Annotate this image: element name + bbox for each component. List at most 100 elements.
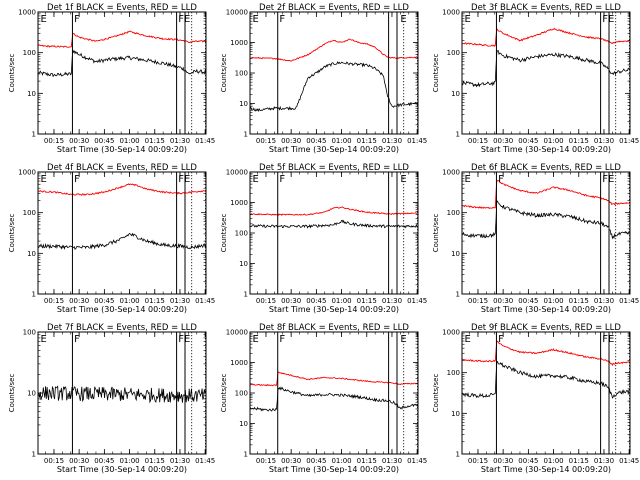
- y-tick-label: 1: [456, 291, 460, 299]
- series-events-line: [462, 50, 630, 88]
- y-tick-label: 1000: [230, 359, 248, 367]
- x-axis-label: Start Time (30-Sep-14 00:09:20): [481, 145, 611, 154]
- x-tick-label: 01:45: [195, 457, 215, 465]
- series-events-line: [38, 232, 206, 251]
- y-tick-label: 10000: [226, 329, 248, 337]
- annotation-label: E: [465, 334, 471, 345]
- y-axis-label: Counts/sec: [432, 374, 440, 413]
- annotation-label: E: [41, 14, 47, 25]
- x-tick-label: 00:45: [94, 137, 114, 145]
- series-lld-line: [462, 179, 630, 210]
- annotation-label: F: [498, 334, 504, 345]
- x-axis-label: Start Time (30-Sep-14 00:09:20): [481, 465, 611, 474]
- annotation-label: F: [279, 334, 285, 345]
- y-tick-label: 10000: [226, 9, 248, 17]
- annotation-label: E: [253, 14, 259, 25]
- annotation-label: E: [400, 14, 406, 25]
- y-axis-label: Counts/sec: [8, 214, 16, 253]
- annotation-label: FE: [178, 334, 190, 345]
- x-tick-label: 01:15: [569, 457, 589, 465]
- annotation-label: E: [253, 334, 259, 345]
- y-tick-label: 1000: [230, 39, 248, 47]
- x-tick-label: 01:45: [619, 137, 639, 145]
- y-tick-label: 10: [239, 420, 248, 428]
- x-axis-label: Start Time (30-Sep-14 00:09:20): [269, 465, 399, 474]
- series-lld-line: [38, 30, 206, 48]
- x-tick-label: 00:45: [306, 137, 326, 145]
- y-tick-label: 1000: [18, 169, 36, 177]
- panel-title: Det 8f BLACK = Events, RED = LLD: [259, 323, 409, 333]
- x-tick-label: 01:00: [331, 297, 351, 305]
- x-tick-label: 00:30: [493, 297, 513, 305]
- series-events-line: [462, 360, 630, 399]
- x-tick-label: 00:30: [69, 297, 89, 305]
- y-axis-label: Counts/sec: [220, 54, 228, 93]
- x-tick-label: 01:45: [407, 297, 427, 305]
- annotation-label: F: [279, 174, 285, 185]
- y-tick-label: 10: [451, 90, 460, 98]
- annotation-label: F: [74, 334, 80, 345]
- x-tick-label: 01:30: [594, 137, 614, 145]
- y-tick-label: 10: [27, 250, 36, 258]
- y-tick-label: 1: [244, 291, 248, 299]
- x-tick-label: 00:15: [256, 457, 276, 465]
- x-tick-label: 01:15: [145, 457, 165, 465]
- series-lld-line: [38, 183, 206, 196]
- plot-frame: [37, 11, 207, 135]
- x-tick-label: 00:45: [94, 297, 114, 305]
- x-tick-label: 00:45: [94, 457, 114, 465]
- annotation-label: FE: [602, 14, 614, 25]
- x-tick-label: 01:30: [170, 137, 190, 145]
- x-tick-label: 01:30: [594, 297, 614, 305]
- annotation-label: FE: [178, 174, 190, 185]
- annotation-label: FE: [602, 334, 614, 345]
- annotation-label: E: [465, 174, 471, 185]
- y-tick-label: 1: [244, 451, 248, 459]
- x-axis-label: Start Time (30-Sep-14 00:09:20): [57, 305, 187, 314]
- y-tick-label: 10: [451, 410, 460, 418]
- annotation-label: F: [498, 14, 504, 25]
- plot-frame: [37, 171, 207, 295]
- y-tick-label: 100: [235, 70, 248, 78]
- panel-title: Det 1f BLACK = Events, RED = LLD: [47, 3, 197, 13]
- x-axis-label: Start Time (30-Sep-14 00:09:20): [57, 145, 187, 154]
- y-axis-label: Counts/sec: [8, 374, 16, 413]
- y-tick-label: 1000: [18, 9, 36, 17]
- x-tick-label: 01:00: [119, 137, 139, 145]
- y-tick-label: 1: [456, 451, 460, 459]
- annotation-label: F: [498, 174, 504, 185]
- annotation-label: FE: [602, 174, 614, 185]
- x-tick-label: 01:00: [331, 137, 351, 145]
- y-tick-label: 1: [456, 131, 460, 139]
- y-tick-label: 100: [235, 230, 248, 238]
- annotation-label: E: [465, 14, 471, 25]
- series-lld-line: [250, 206, 418, 216]
- x-tick-label: 00:15: [468, 297, 488, 305]
- annotation-label: E: [41, 174, 47, 185]
- x-tick-label: 00:45: [306, 457, 326, 465]
- y-tick-label: 10: [27, 390, 36, 398]
- x-tick-label: 01:45: [407, 137, 427, 145]
- series-lld-line: [250, 371, 418, 387]
- y-tick-label: 100: [447, 49, 460, 57]
- x-tick-label: 00:45: [306, 297, 326, 305]
- y-tick-label: 1: [32, 451, 36, 459]
- annotation-label: F: [74, 14, 80, 25]
- panel-title: Det 6f BLACK = Events, RED = LLD: [471, 163, 621, 173]
- x-axis-label: Start Time (30-Sep-14 00:09:20): [269, 145, 399, 154]
- x-tick-label: 01:45: [407, 457, 427, 465]
- y-tick-label: 100: [235, 390, 248, 398]
- y-axis-label: Counts/sec: [8, 54, 16, 93]
- annotation-label: E: [41, 334, 47, 345]
- panel-title: Det 5f BLACK = Events, RED = LLD: [259, 163, 409, 173]
- x-tick-label: 00:45: [518, 457, 538, 465]
- panel-title: Det 4f BLACK = Events, RED = LLD: [47, 163, 197, 173]
- x-tick-label: 01:45: [195, 297, 215, 305]
